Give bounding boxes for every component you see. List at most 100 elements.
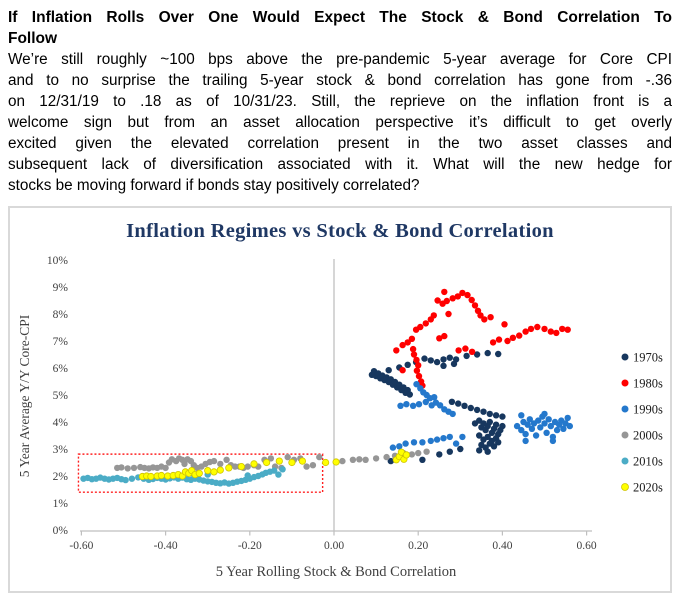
data-point-1990s [415, 401, 423, 408]
data-point-1970s [419, 456, 426, 463]
data-point-2000s [372, 455, 380, 462]
data-point-1970s [461, 402, 468, 409]
data-point-1990s [389, 444, 397, 451]
data-point-1970s [433, 358, 441, 366]
data-point-2010s [244, 472, 251, 479]
data-point-1980s [410, 351, 418, 358]
commentary-block: If Inflation Rolls Over One Would Expect… [8, 7, 672, 196]
data-point-1980s [516, 332, 523, 339]
y-tick-label: 6% [53, 363, 69, 375]
legend-marker-1980s [621, 379, 629, 387]
data-point-1990s [413, 381, 420, 388]
data-point-2020s [237, 462, 245, 471]
data-point-1980s [522, 328, 529, 335]
x-tick-label: -0.60 [69, 540, 93, 552]
data-point-1980s [399, 341, 406, 349]
data-point-2000s [181, 460, 188, 468]
data-point-2000s [383, 453, 390, 461]
data-point-1970s [457, 445, 464, 453]
data-point-1990s [518, 426, 525, 434]
data-point-2010s [128, 475, 136, 482]
data-point-1980s [504, 337, 511, 345]
data-point-1980s [415, 372, 423, 380]
data-point-1980s [495, 336, 503, 343]
data-point-1990s [427, 437, 434, 445]
data-point-1970s [463, 352, 470, 360]
data-point-1980s [413, 367, 421, 374]
data-point-1990s [522, 437, 529, 445]
x-axis-title: 5 Year Rolling Stock & Bond Correlation [216, 564, 457, 580]
data-point-1970s [492, 412, 500, 419]
data-point-2000s [408, 451, 416, 458]
data-point-1980s [404, 339, 411, 346]
data-point-1990s [526, 416, 533, 423]
data-point-1980s [564, 326, 571, 333]
data-point-1970s [473, 406, 481, 414]
data-point-1970s [490, 443, 498, 450]
data-point-2000s [162, 464, 169, 472]
data-point-2020s [216, 466, 224, 474]
data-point-1990s [452, 440, 460, 447]
article-heading-line: If Inflation Rolls Over One Would Expect… [8, 9, 672, 26]
legend-label-2000s: 2000s [633, 429, 663, 443]
y-tick-label: 1% [53, 498, 69, 510]
data-point-1980s [443, 297, 450, 305]
data-point-1970s [450, 360, 458, 368]
data-point-1990s [433, 436, 441, 443]
data-point-1970s [476, 447, 483, 454]
y-tick-label: 7% [53, 336, 69, 348]
data-point-1980s [541, 325, 548, 333]
y-tick-label: 9% [53, 282, 69, 294]
data-point-1990s [524, 421, 531, 428]
article-heading: If Inflation Rolls Over One Would Expect… [8, 7, 672, 49]
data-point-1970s [436, 451, 443, 458]
data-point-1990s [532, 432, 540, 439]
article-body: We’re still roughly ~100 bps above the p… [8, 49, 672, 196]
data-point-1990s [440, 435, 447, 442]
data-point-1990s [422, 398, 429, 406]
data-point-2020s [195, 469, 203, 477]
legend-marker-1990s [621, 405, 629, 413]
data-point-1970s [406, 391, 413, 398]
data-point-2020s [225, 464, 233, 472]
data-point-2020s [157, 471, 165, 480]
legend-label-2020s: 2020s [633, 481, 663, 495]
data-point-1990s [545, 416, 552, 423]
data-point-2000s [362, 456, 369, 463]
article-body-line: excited given the elevated correlation p… [8, 135, 672, 152]
data-point-1980s [534, 323, 541, 331]
data-point-1980s [436, 335, 443, 342]
data-point-1980s [393, 347, 400, 354]
data-point-2020s [288, 458, 296, 467]
x-tick-label: -0.20 [238, 540, 262, 552]
data-point-1980s [408, 335, 416, 342]
data-point-2000s [423, 448, 430, 455]
data-point-1970s [404, 361, 411, 368]
data-point-2010s [279, 466, 286, 473]
data-point-1990s [410, 439, 418, 446]
data-point-1980s [459, 289, 466, 297]
data-point-1980s [477, 312, 484, 319]
data-point-2000s [284, 453, 291, 461]
y-tick-label: 10% [47, 255, 69, 267]
data-point-2000s [356, 456, 363, 463]
article-body-line: and to no surprise the trailing 5-year s… [8, 72, 672, 89]
x-tick-label: 0.60 [577, 540, 597, 552]
data-point-2000s [415, 449, 422, 457]
data-point-2000s [244, 463, 251, 470]
data-point-1990s [446, 433, 453, 441]
data-point-1980s [409, 345, 417, 353]
data-point-1990s [397, 402, 404, 409]
y-tick-label: 3% [53, 444, 69, 456]
data-point-2020s [250, 460, 258, 468]
data-point-1970s [385, 367, 392, 374]
data-point-1980s [434, 297, 441, 304]
y-axis-title: 5 Year Average Y/Y Core-CPI [17, 314, 32, 477]
data-point-1980s [415, 362, 422, 369]
data-point-1970s [421, 355, 428, 362]
data-point-1970s [499, 413, 506, 420]
data-point-2000s [223, 456, 230, 463]
data-point-1970s [480, 408, 487, 415]
data-point-1990s [535, 417, 542, 424]
